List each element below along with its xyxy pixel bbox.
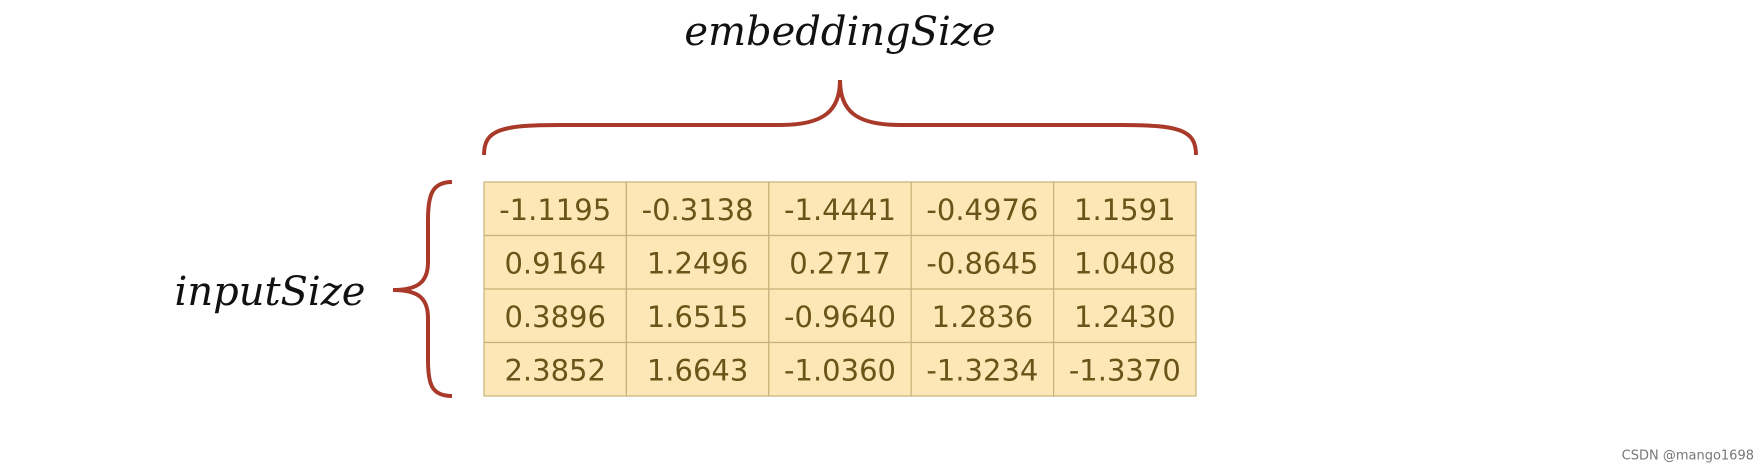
cell-value: 0.9164 [504, 246, 605, 280]
top-brace [482, 79, 1198, 156]
cell-value: -1.1195 [499, 193, 611, 227]
cell-value: -0.9640 [784, 300, 896, 334]
cell [625, 288, 770, 344]
top-label: embeddingSize [684, 9, 995, 55]
cell [1052, 288, 1197, 344]
left-label: inputSize [175, 269, 366, 315]
cell-value: -1.3234 [926, 353, 1038, 387]
cell-value: 1.0408 [1074, 246, 1175, 280]
cell-value: 1.6515 [647, 300, 748, 334]
cell [625, 181, 770, 237]
cell [768, 234, 912, 290]
cell-value: 1.6643 [647, 353, 748, 387]
cell [910, 181, 1055, 237]
matrix-table: -1.1195 -0.3138 -1.4441 -0.4976 1.1591 0.9164… [483, 181, 1197, 397]
cell-value: -1.4441 [784, 193, 896, 227]
cell [483, 234, 627, 290]
left-brace [392, 180, 453, 398]
cell-value: 0.3896 [504, 300, 605, 334]
cell [768, 181, 912, 237]
cell-value: 1.2496 [647, 246, 748, 280]
watermark: CSDN @mango1698 [1622, 449, 1754, 464]
cell-value: -1.3370 [1069, 353, 1181, 387]
cell-value: 0.2717 [789, 246, 890, 280]
cell-value: 2.3852 [504, 353, 605, 387]
cell [768, 341, 912, 397]
cell [910, 288, 1055, 344]
cell-value: -0.3138 [642, 193, 754, 227]
cell-value: 1.2430 [1074, 300, 1175, 334]
cell [910, 341, 1055, 397]
cell-value: -1.0360 [784, 353, 896, 387]
cell [483, 181, 627, 237]
cell [1052, 234, 1197, 290]
cell [483, 341, 627, 397]
cell-value: -0.8645 [926, 246, 1038, 280]
cell [625, 341, 770, 397]
cell [1052, 341, 1197, 397]
cell-value: -0.4976 [926, 193, 1038, 227]
cell-value: 1.2836 [932, 300, 1033, 334]
cell-value: 1.1591 [1074, 193, 1175, 227]
